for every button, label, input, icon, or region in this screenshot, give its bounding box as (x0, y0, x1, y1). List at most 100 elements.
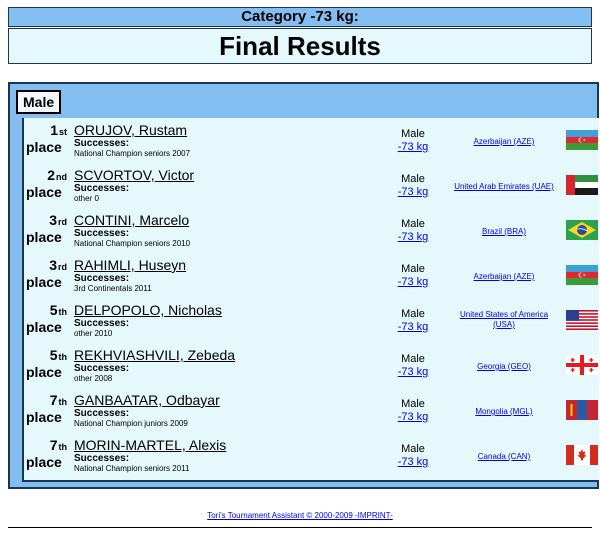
result-row: 5th DELPOPOLO, Nicholas place Successes:… (24, 298, 600, 343)
place-label: place (26, 364, 62, 380)
successes-text: National Champion seniors 2011 (74, 464, 190, 473)
place-label: place (26, 229, 62, 245)
results-list: 1st ORUJOV, Rustam place Successes: Nati… (22, 118, 599, 482)
rank: 5th (50, 347, 67, 365)
rank-suffix: th (58, 397, 68, 407)
athlete-name-link[interactable]: REKHVIASHVILI, Zebeda (74, 347, 236, 363)
rank-suffix: th (58, 307, 68, 317)
rank-suffix: th (58, 442, 68, 452)
results-panel: Male 1st ORUJOV, Rustam place Successes:… (8, 82, 599, 489)
rank: 3rd (49, 212, 67, 230)
country-link[interactable]: United States of America (USA) (459, 310, 549, 329)
azerbaijan-flag-icon[interactable] (566, 265, 598, 285)
rank-number: 3 (49, 212, 57, 228)
country-link[interactable]: Canada (CAN) (477, 452, 531, 461)
rank: 1st (50, 122, 67, 140)
successes-label: Successes: (74, 453, 130, 464)
place-label: place (26, 409, 62, 425)
successes-label: Successes: (74, 183, 130, 194)
weight-class-link[interactable]: -73 kg (397, 186, 429, 198)
weight-class-link[interactable]: -73 kg (397, 411, 429, 423)
country-link[interactable]: Mongolia (MGL) (475, 407, 533, 416)
successes-text: 3rd Continentals 2011 (74, 284, 152, 293)
gender: Male (401, 353, 425, 365)
rank-number: 3 (49, 257, 57, 273)
result-row: 3rd CONTINI, Marcelo place Successes: Na… (24, 208, 600, 253)
successes-text: other 2008 (74, 374, 113, 383)
mongolia-flag-icon[interactable] (566, 400, 598, 420)
weight-class-link[interactable]: -73 kg (397, 321, 429, 333)
result-row: 7th GANBAATAR, Odbayar place Successes: … (24, 388, 600, 433)
category-header: Category -73 kg: (8, 7, 592, 27)
result-row: 3rd RAHIMLI, Huseyn place Successes: 3rd… (24, 253, 600, 298)
successes-text: National Champion seniors 2010 (74, 239, 191, 248)
rank: 5th (50, 302, 67, 320)
successes-text: National Champion juniors 2009 (74, 419, 188, 428)
place-label: place (26, 139, 62, 155)
gender: Male (401, 173, 425, 185)
georgia-flag-icon[interactable] (566, 355, 598, 375)
rank-number: 2 (47, 167, 55, 183)
rank: 3rd (49, 257, 67, 275)
weight-class-link[interactable]: -73 kg (397, 231, 429, 243)
page-title: Final Results (8, 28, 592, 64)
place-label: place (26, 184, 62, 200)
rank-suffix: st (58, 127, 67, 137)
result-row: 1st ORUJOV, Rustam place Successes: Nati… (24, 118, 600, 163)
country-link[interactable]: Georgia (GEO) (477, 362, 531, 371)
rank-suffix: nd (56, 172, 67, 182)
weight-class-link[interactable]: -73 kg (397, 276, 429, 288)
result-row: 7th MORIN-MARTEL, Alexis place Successes… (24, 433, 600, 478)
successes-label: Successes: (74, 138, 130, 149)
rank-suffix: rd (58, 262, 67, 272)
country-link[interactable]: Brazil (BRA) (481, 227, 526, 236)
successes-text: other 2010 (74, 329, 113, 338)
rank: 2nd (47, 167, 67, 185)
place-label: place (26, 319, 62, 335)
footer-divider (8, 527, 592, 528)
successes-text: National Champion seniors 2007 (74, 149, 191, 158)
weight-class-link[interactable]: -73 kg (397, 141, 429, 153)
gender: Male (401, 218, 425, 230)
rank-number: 7 (49, 437, 58, 453)
successes-text: other 0 (74, 194, 99, 203)
uae-flag-icon[interactable] (566, 175, 598, 195)
canada-flag-icon[interactable] (566, 445, 598, 465)
athlete-name-link[interactable]: ORUJOV, Rustam (74, 122, 188, 138)
gender: Male (401, 308, 425, 320)
athlete-name-link[interactable]: GANBAATAR, Odbayar (74, 392, 220, 408)
rank-number: 7 (49, 392, 58, 408)
country-link[interactable]: Azerbaijan (AZE) (473, 137, 535, 146)
athlete-name-link[interactable]: CONTINI, Marcelo (74, 212, 190, 228)
rank-number: 5 (49, 302, 58, 318)
weight-class-link[interactable]: -73 kg (397, 456, 429, 468)
weight-class-link[interactable]: -73 kg (397, 366, 429, 378)
gender: Male (401, 443, 425, 455)
footer-link[interactable]: Tori's Tournament Assistant © 2000-2009 … (207, 511, 393, 520)
successes-label: Successes: (74, 318, 130, 329)
successes-label: Successes: (74, 408, 130, 419)
place-label: place (26, 274, 62, 290)
rank-suffix: rd (58, 217, 67, 227)
rank-suffix: th (58, 352, 68, 362)
successes-label: Successes: (74, 363, 130, 374)
successes-label: Successes: (74, 273, 130, 284)
azerbaijan-flag-icon[interactable] (566, 130, 598, 150)
athlete-name-link[interactable]: MORIN-MARTEL, Alexis (74, 437, 227, 453)
athlete-name-link[interactable]: SCVORTOV, Victor (74, 167, 195, 183)
place-label: place (26, 454, 62, 470)
usa-flag-icon[interactable] (566, 310, 598, 330)
gender: Male (401, 128, 425, 140)
gender: Male (401, 263, 425, 275)
brazil-flag-icon[interactable] (566, 220, 598, 240)
successes-label: Successes: (74, 228, 130, 239)
country-link[interactable]: Azerbaijan (AZE) (473, 272, 535, 281)
rank-number: 5 (49, 347, 58, 363)
rank: 7th (50, 392, 67, 410)
result-row: 5th REKHVIASHVILI, Zebeda place Successe… (24, 343, 600, 388)
athlete-name-link[interactable]: RAHIMLI, Huseyn (74, 257, 187, 273)
rank: 7th (50, 437, 67, 455)
athlete-name-link[interactable]: DELPOPOLO, Nicholas (74, 302, 222, 318)
rank-number: 1 (50, 122, 58, 138)
country-link[interactable]: United Arab Emirates (UAE) (454, 182, 554, 191)
